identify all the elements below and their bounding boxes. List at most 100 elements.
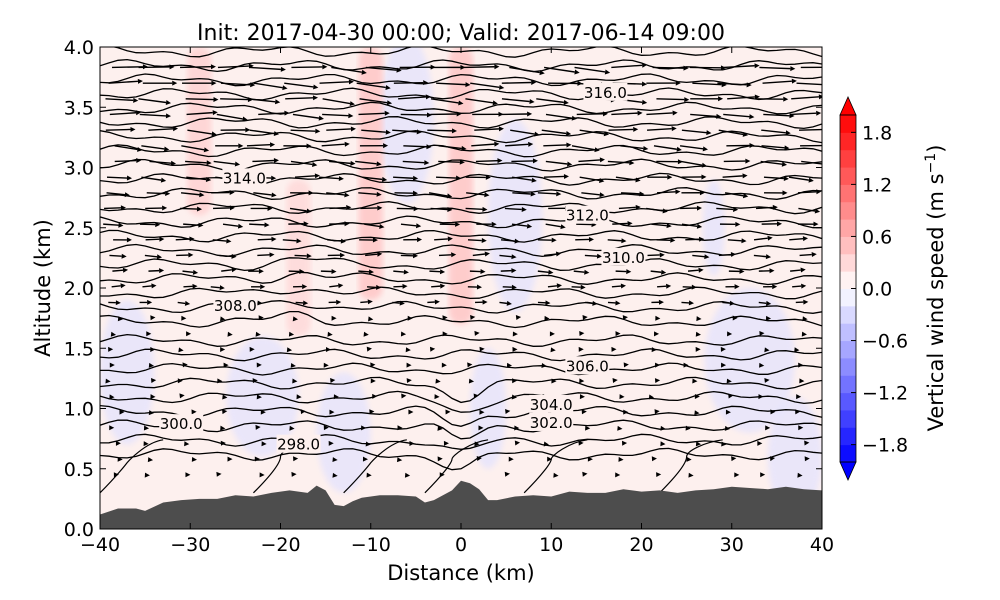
contour-label: 304.0 (530, 396, 573, 414)
wind-vector-head (299, 268, 305, 274)
colorbar-bin (840, 357, 856, 376)
contour-line (100, 310, 822, 329)
wind-vector-head (803, 299, 809, 305)
wind-vector-head (474, 330, 480, 336)
wind-vector (763, 113, 790, 117)
contour-line (100, 404, 822, 427)
wind-vector-head (765, 254, 772, 260)
wind-vector-head (728, 393, 734, 399)
wind-vector-head (280, 66, 286, 72)
wind-vector (790, 269, 801, 272)
contour-label-bg (583, 82, 628, 101)
wind-vector-head (148, 410, 155, 416)
wind-vector-head (658, 299, 664, 305)
wind-vector (537, 192, 557, 195)
wind-vector (650, 270, 662, 273)
wind-vector-head (148, 362, 154, 368)
wind-vector-head (548, 269, 554, 275)
wind-vector (647, 254, 660, 257)
wind-vector-head (484, 192, 490, 198)
colorbar-extend-min (839, 461, 857, 481)
wind-vector-head (584, 269, 590, 275)
wind-vector-head (117, 316, 124, 322)
wind-vector-head (656, 472, 662, 478)
wind-vector (108, 80, 138, 84)
wind-vector-head (550, 347, 556, 353)
wind-vector (717, 82, 747, 86)
wind-vector-head (683, 65, 689, 71)
contour-line (100, 439, 164, 494)
wind-vector-head (675, 189, 681, 195)
wind-vector (358, 192, 377, 196)
colorbar-bin (840, 167, 856, 185)
wind-vector-head (332, 472, 338, 478)
wind-vector-head (465, 82, 471, 88)
colorbar-bin (840, 271, 856, 289)
wind-vector-head (473, 393, 479, 399)
wind-vector (579, 129, 605, 135)
wind-vector (796, 82, 822, 86)
x-tick-label: −10 (351, 534, 391, 556)
wind-vector-head (315, 128, 321, 134)
wind-vector-head (701, 174, 707, 180)
x-axis-label: Distance (km) (387, 561, 535, 585)
wind-vector (612, 222, 628, 225)
wind-vector-head (512, 378, 518, 384)
wind-vector (217, 65, 249, 69)
wind-vector-head (404, 472, 411, 478)
wind-vector-head (765, 425, 771, 431)
wind-vector (105, 98, 134, 102)
wind-vector-head (151, 283, 157, 289)
wind-vector (109, 254, 122, 257)
contour-line (100, 419, 822, 440)
wind-vector (282, 239, 297, 242)
wind-vector (403, 145, 427, 148)
wind-vector-head (662, 208, 668, 214)
wind-vector-head (724, 425, 731, 431)
wind-vector-head (451, 128, 458, 134)
wind-vector (210, 286, 220, 289)
wind-vector (106, 176, 128, 179)
wind-vector-head (439, 472, 445, 478)
wind-vector (427, 129, 453, 132)
wind-vector (253, 192, 272, 196)
wind-vector (608, 128, 634, 131)
wind-vector-head (811, 252, 817, 258)
wind-vector (328, 160, 351, 165)
x-tick-label: 30 (720, 534, 744, 556)
colorbar-bin (840, 253, 856, 272)
wind-vector (393, 176, 414, 179)
contour-line (100, 376, 822, 404)
wind-vector (222, 223, 239, 227)
wind-vector-head (532, 158, 538, 164)
wind-vector-head (772, 204, 778, 210)
wind-vector-head (578, 346, 584, 352)
wind-vector (249, 129, 275, 135)
wind-vector-head (368, 269, 374, 275)
wind-vector-head (567, 161, 573, 167)
wind-vector-head (506, 362, 513, 368)
wind-vector (653, 145, 677, 150)
wind-vector (657, 285, 667, 288)
wind-vector (511, 160, 534, 163)
wind-vector-head (332, 457, 338, 463)
wind-vector (571, 145, 595, 151)
colorbar-bin (840, 184, 856, 203)
wind-vector-head (764, 347, 770, 353)
wind-vector-head (274, 99, 281, 105)
contour-line (100, 87, 822, 101)
wind-vector (289, 207, 307, 212)
wind-vector-head (651, 347, 657, 353)
contour-line (100, 433, 822, 450)
x-tick-label: −40 (80, 534, 120, 556)
wind-vector (646, 112, 673, 116)
colorbar-bin (840, 305, 856, 324)
wind-vector-head (220, 440, 226, 446)
wind-vector (392, 301, 400, 304)
wind-vector-head (691, 284, 697, 290)
wind-vector-head (261, 441, 267, 447)
wind-vector-head (426, 112, 432, 118)
wind-vector-head (186, 331, 192, 337)
wind-vector-head (783, 175, 789, 181)
